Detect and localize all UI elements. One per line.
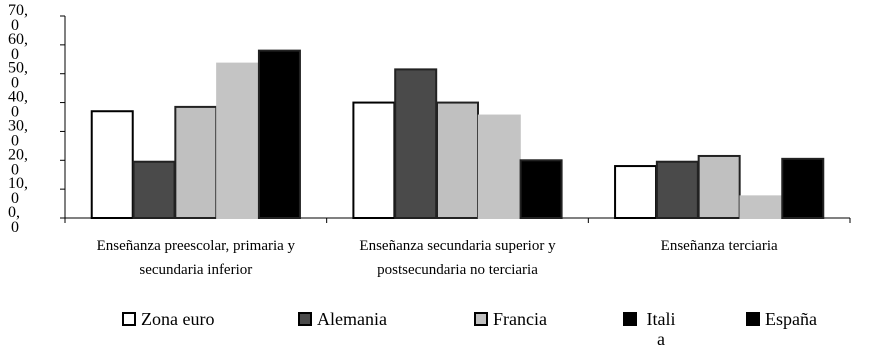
bar-0-4	[257, 49, 301, 219]
x-category-label: Enseñanza terciaria	[661, 238, 778, 254]
bar-1-2	[436, 101, 479, 219]
y-tick-label: 70, 0	[8, 2, 28, 34]
y-tick-label: 0, 0	[8, 204, 20, 236]
bar-1-1	[394, 68, 438, 219]
bar-1-0	[352, 101, 396, 219]
bar-2-1	[655, 160, 699, 220]
bar-1-3	[477, 114, 521, 219]
bars	[90, 49, 825, 220]
bar-0-3	[216, 62, 260, 219]
bar-2-3	[739, 195, 783, 220]
bar-2-2	[697, 154, 741, 219]
y-tick-label: 30, 0	[8, 117, 28, 149]
bar-1-4	[519, 159, 563, 220]
bar-2-0	[614, 165, 658, 219]
y-axis-ticks: 0, 010, 020, 030, 040, 050, 060, 070, 0	[8, 2, 65, 236]
y-tick-label: 10, 0	[8, 175, 28, 207]
bar-2-4	[781, 157, 825, 219]
y-tick-label: 40, 0	[8, 89, 28, 121]
bar-0-0	[90, 110, 134, 219]
bar-0-2	[174, 105, 218, 219]
y-tick-label: 60, 0	[8, 31, 28, 63]
y-tick-label: 20, 0	[8, 146, 28, 178]
x-category-label: Enseñanza preescolar, primaria y secundar…	[97, 238, 296, 278]
bar-0-1	[132, 160, 176, 220]
x-category-label: Enseñanza secundaria superior y postsecun…	[359, 238, 556, 278]
y-tick-label: 50, 0	[8, 60, 28, 92]
x-axis-labels: Enseñanza preescolar, primaria y secundar…	[97, 238, 778, 278]
